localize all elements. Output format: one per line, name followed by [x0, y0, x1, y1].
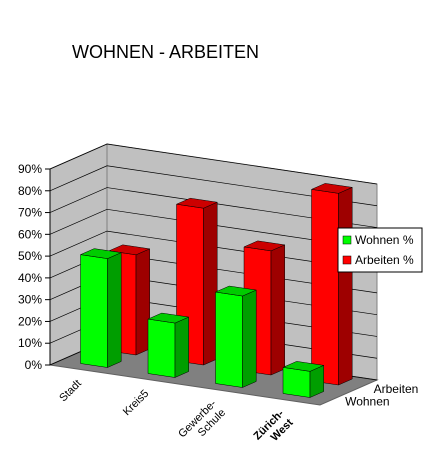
- bar-top: [243, 240, 286, 252]
- y-tick-label: 80%: [18, 184, 42, 198]
- bar-side: [135, 248, 150, 356]
- bar-top: [175, 197, 219, 209]
- depth-label: Arbeiten: [374, 382, 419, 396]
- grid-line: [49, 143, 378, 185]
- chart-title: WOHNEN - ARBEITEN: [72, 42, 259, 62]
- y-tick-label: 30%: [18, 293, 42, 307]
- depth-label: Wohnen: [345, 395, 389, 409]
- bar-top: [147, 312, 190, 324]
- legend-label: Wohnen %: [355, 233, 414, 247]
- bar-side: [338, 186, 353, 386]
- grid-line: [49, 187, 378, 228]
- bar-top: [214, 285, 258, 297]
- y-tick-label: 20%: [18, 314, 42, 328]
- grid-line: [49, 165, 378, 207]
- legend-swatch: [342, 235, 352, 245]
- y-tick-label: 10%: [18, 336, 42, 350]
- bar-side: [203, 201, 218, 366]
- y-tick-label: 60%: [18, 227, 42, 241]
- grid-line: [49, 230, 378, 272]
- y-tick-label: 50%: [18, 249, 42, 263]
- bar-front: [80, 254, 108, 368]
- y-tick-label: 70%: [18, 206, 42, 220]
- legend-box: [337, 227, 423, 273]
- bar-front: [147, 318, 176, 378]
- bar-top: [310, 183, 354, 194]
- bar-side: [107, 252, 122, 368]
- bar-side: [242, 289, 257, 388]
- legend-swatch: [342, 255, 352, 265]
- legend-label: Arbeiten %: [355, 253, 414, 267]
- bar-side: [174, 316, 189, 378]
- bar-front: [282, 367, 311, 398]
- y-tick-label: 90%: [18, 162, 42, 176]
- bar-top: [282, 361, 325, 372]
- grid-line: [49, 208, 378, 250]
- bar-front: [311, 189, 339, 386]
- bar-front: [215, 291, 243, 388]
- bar-top: [79, 248, 123, 259]
- y-tick-label: 0%: [25, 358, 43, 372]
- bar-side: [270, 244, 285, 376]
- y-tick-label: 40%: [18, 271, 42, 285]
